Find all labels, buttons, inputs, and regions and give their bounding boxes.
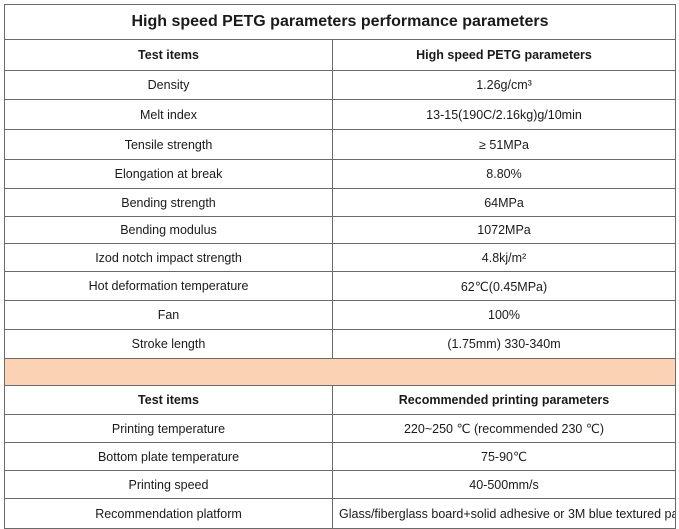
column-header-petg-parameters: High speed PETG parameters <box>331 39 677 71</box>
table-row: Melt index 13-15(190C/2.16kg)g/10min <box>4 99 677 130</box>
parameters-table: High speed PETG parameters performance p… <box>3 4 677 529</box>
row-value: 220~250 ℃ (recommended 230 ℃) <box>331 414 677 443</box>
table-row: Tensile strength ≥ 51MPa <box>4 129 677 160</box>
row-value: 1072MPa <box>331 216 677 244</box>
row-item: Tensile strength <box>4 129 333 160</box>
row-value: 8.80% <box>331 159 677 189</box>
table-row: Recommendation platform Glass/fiberglass… <box>4 498 677 529</box>
section-separator <box>3 358 677 386</box>
row-item: Recommendation platform <box>4 498 333 529</box>
row-item: Printing speed <box>4 470 333 499</box>
table-row: Printing speed 40-500mm/s <box>4 470 677 499</box>
row-value: 64MPa <box>331 188 677 217</box>
row-item: Fan <box>4 300 333 330</box>
row-item: Hot deformation temperature <box>4 271 333 301</box>
row-item: Izod notch impact strength <box>4 243 333 272</box>
row-value: Glass/fiberglass board+solid adhesive or… <box>331 498 677 529</box>
table-row: Fan 100% <box>4 300 677 330</box>
table-row: Density 1.26g/cm³ <box>4 70 677 100</box>
table-title: High speed PETG parameters performance p… <box>3 4 677 40</box>
row-item: Printing temperature <box>4 414 333 443</box>
table-row: Stroke length (1.75mm) 330-340m <box>4 329 677 359</box>
column-header-printing-parameters: Recommended printing parameters <box>331 385 677 415</box>
column-header-test-items: Test items <box>4 385 333 415</box>
row-value: 40-500mm/s <box>331 470 677 499</box>
table-row: Bottom plate temperature 75-90℃ <box>4 442 677 471</box>
row-value: 62℃(0.45MPa) <box>331 271 677 301</box>
row-item: Bending strength <box>4 188 333 217</box>
table-row: Bending modulus 1072MPa <box>4 216 677 244</box>
row-item: Melt index <box>4 99 333 130</box>
performance-header-row: Test items High speed PETG parameters <box>4 39 677 71</box>
table-row: Izod notch impact strength 4.8kj/m² <box>4 243 677 272</box>
row-item: Bending modulus <box>4 216 333 244</box>
row-value: 4.8kj/m² <box>331 243 677 272</box>
row-item: Bottom plate temperature <box>4 442 333 471</box>
row-value: 75-90℃ <box>331 442 677 471</box>
table-row: Hot deformation temperature 62℃(0.45MPa) <box>4 271 677 301</box>
row-item: Density <box>4 70 333 100</box>
row-value: 100% <box>331 300 677 330</box>
table-row: Elongation at break 8.80% <box>4 159 677 189</box>
separator-band <box>3 358 677 386</box>
column-header-test-items: Test items <box>4 39 333 71</box>
printing-header-row: Test items Recommended printing paramete… <box>4 385 677 415</box>
table-row: Printing temperature 220~250 ℃ (recommen… <box>4 414 677 443</box>
row-value: ≥ 51MPa <box>331 129 677 160</box>
row-item: Stroke length <box>4 329 333 359</box>
row-item: Elongation at break <box>4 159 333 189</box>
table-row: Bending strength 64MPa <box>4 188 677 217</box>
row-value: 13-15(190C/2.16kg)g/10min <box>331 99 677 130</box>
row-value: 1.26g/cm³ <box>331 70 677 100</box>
title-row: High speed PETG parameters performance p… <box>3 4 677 40</box>
page: High speed PETG parameters performance p… <box>3 4 677 529</box>
row-value: (1.75mm) 330-340m <box>331 329 677 359</box>
